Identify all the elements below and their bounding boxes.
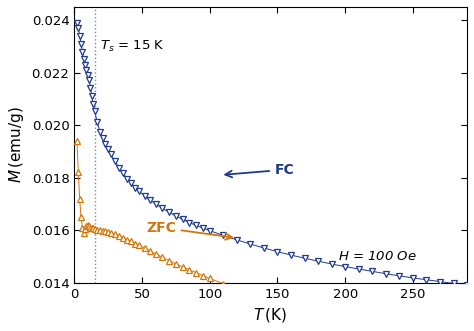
Text: $T_s$ = 15 K: $T_s$ = 15 K	[100, 39, 164, 54]
Text: ZFC: ZFC	[146, 220, 232, 240]
X-axis label: $T\,$(K): $T\,$(K)	[254, 306, 288, 324]
Y-axis label: $M\,$(emu/g): $M\,$(emu/g)	[7, 106, 26, 183]
Text: $H$ = 100 Oe: $H$ = 100 Oe	[338, 250, 417, 263]
Text: FC: FC	[225, 163, 294, 177]
